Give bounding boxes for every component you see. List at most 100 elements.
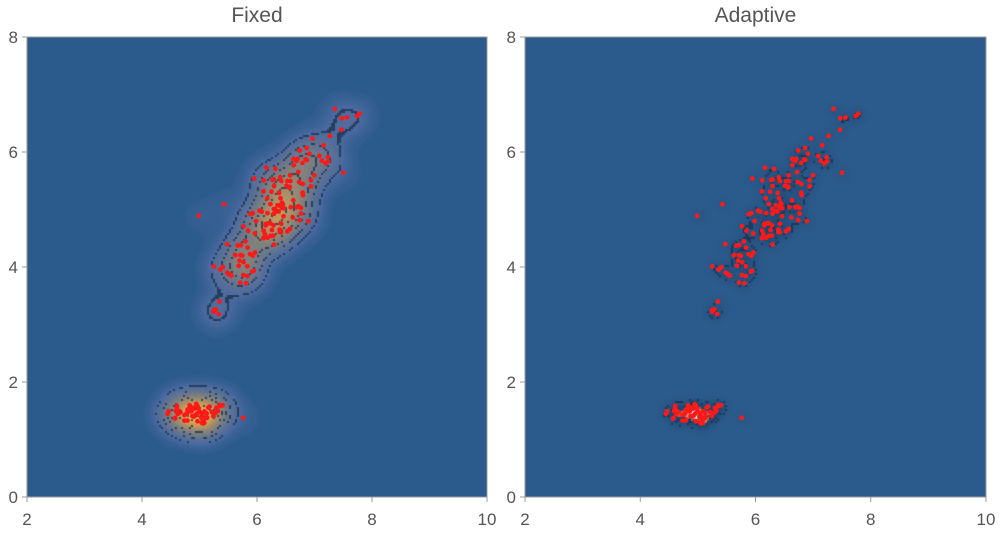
data-point xyxy=(247,251,253,257)
data-point xyxy=(743,273,749,279)
data-point xyxy=(807,177,812,183)
data-point xyxy=(193,412,199,417)
data-point xyxy=(288,204,294,210)
data-point xyxy=(207,404,213,409)
data-point xyxy=(174,403,180,409)
data-point xyxy=(265,235,270,241)
data-point xyxy=(300,160,305,166)
data-point xyxy=(663,411,669,417)
data-point xyxy=(759,235,765,241)
data-point xyxy=(276,190,282,196)
data-point xyxy=(751,250,756,255)
data-point xyxy=(777,229,783,235)
data-point xyxy=(273,166,278,172)
data-point xyxy=(783,178,789,184)
data-point xyxy=(220,264,226,270)
data-point xyxy=(748,269,754,274)
data-point xyxy=(743,245,749,251)
data-point xyxy=(719,264,724,270)
data-point xyxy=(771,166,777,172)
data-point xyxy=(271,242,277,248)
data-point xyxy=(264,195,270,201)
data-point xyxy=(172,415,178,421)
x-tick-label: 8 xyxy=(367,510,376,529)
data-point xyxy=(752,218,757,224)
data-point xyxy=(808,136,814,141)
data-point xyxy=(209,409,215,415)
data-point xyxy=(766,201,772,207)
data-point xyxy=(339,127,344,133)
data-point xyxy=(211,264,217,269)
data-point xyxy=(759,177,765,183)
data-point xyxy=(763,210,769,216)
data-point xyxy=(763,235,769,241)
data-point xyxy=(245,273,250,279)
data-point xyxy=(759,228,765,234)
data-point xyxy=(237,280,243,286)
data-point xyxy=(285,178,290,184)
data-point xyxy=(750,231,756,236)
data-point xyxy=(693,418,699,424)
data-point xyxy=(743,263,749,269)
data-point xyxy=(178,409,183,415)
data-point xyxy=(742,280,747,286)
data-point xyxy=(290,215,296,220)
x-tick-label: 2 xyxy=(22,510,31,529)
data-point xyxy=(694,213,700,219)
data-point xyxy=(304,157,310,163)
data-point xyxy=(270,233,276,239)
data-point xyxy=(220,403,226,408)
y-tick-label: 4 xyxy=(507,258,516,277)
data-point xyxy=(736,280,742,286)
data-point xyxy=(278,204,284,210)
data-point xyxy=(344,115,350,120)
data-point xyxy=(165,411,171,417)
data-point xyxy=(287,172,293,178)
data-point xyxy=(804,218,810,224)
data-point xyxy=(182,412,187,418)
data-point xyxy=(734,263,740,269)
data-point xyxy=(795,179,801,185)
data-point xyxy=(261,228,266,234)
data-point xyxy=(297,217,302,223)
data-point xyxy=(249,269,255,274)
data-point xyxy=(789,215,794,220)
data-point xyxy=(221,201,227,207)
data-point xyxy=(777,221,783,227)
data-point xyxy=(687,408,693,414)
data-point xyxy=(265,210,270,216)
data-point xyxy=(692,401,697,407)
data-point xyxy=(764,221,770,226)
y-tick-label: 6 xyxy=(9,143,18,162)
data-point xyxy=(807,184,813,189)
data-point xyxy=(715,299,721,304)
data-point xyxy=(794,169,800,175)
data-point xyxy=(339,115,344,121)
data-point xyxy=(235,243,241,248)
data-point xyxy=(268,201,273,207)
data-point xyxy=(779,213,785,219)
data-point xyxy=(296,179,302,185)
data-point xyxy=(672,403,678,409)
data-point xyxy=(727,273,733,278)
data-point xyxy=(770,183,775,189)
data-point xyxy=(769,233,775,239)
data-point xyxy=(815,153,821,159)
data-point xyxy=(712,405,718,411)
data-point xyxy=(308,184,314,189)
data-point xyxy=(224,241,230,247)
data-point xyxy=(768,227,773,233)
data-point xyxy=(720,201,725,207)
data-point xyxy=(705,404,711,409)
y-tick-label: 0 xyxy=(9,488,18,507)
data-point xyxy=(300,181,306,187)
data-point xyxy=(319,158,325,164)
data-point xyxy=(746,251,751,257)
data-point xyxy=(269,227,275,233)
data-point xyxy=(278,221,284,227)
data-point xyxy=(291,162,297,168)
data-point xyxy=(799,192,804,198)
data-point xyxy=(287,226,293,232)
density-contours xyxy=(525,37,986,497)
